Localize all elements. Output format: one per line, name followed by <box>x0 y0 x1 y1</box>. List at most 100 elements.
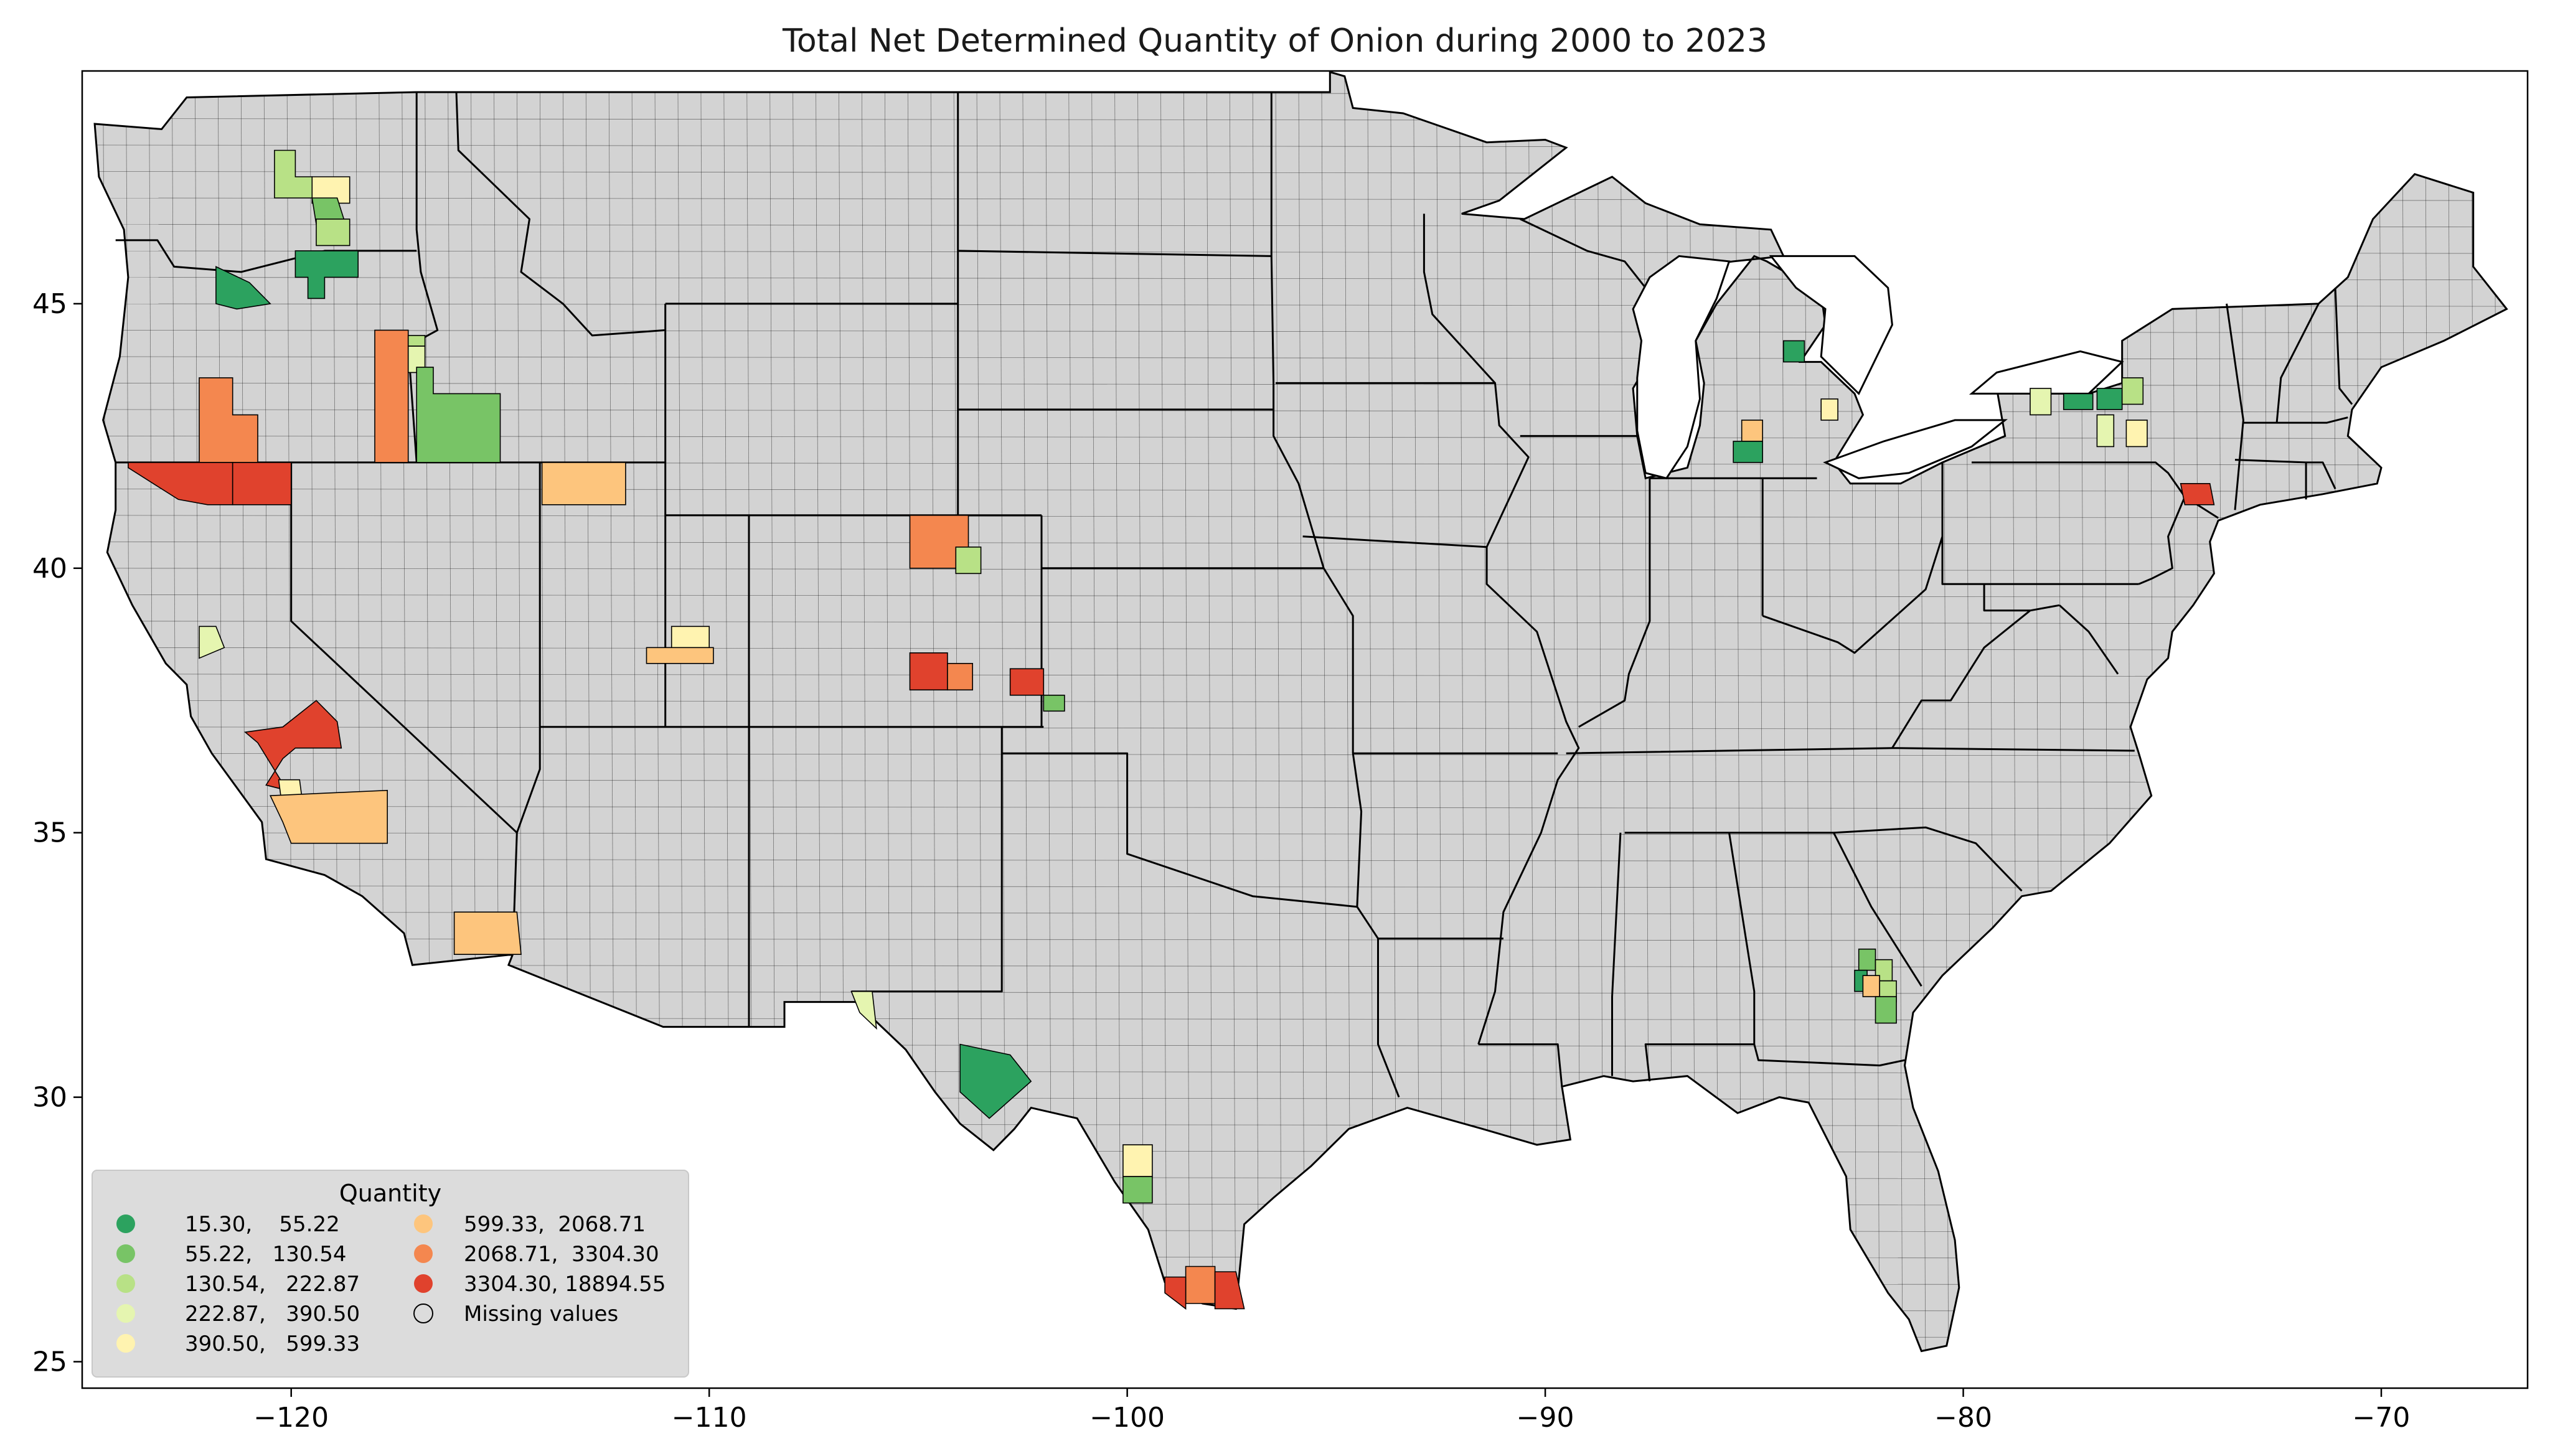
lake <box>1632 255 1731 480</box>
state-boundary <box>1578 478 1651 728</box>
legend-swatch <box>414 1274 433 1293</box>
y-tick-label: 45 <box>32 288 67 320</box>
legend-label: Missing values <box>464 1302 618 1327</box>
legend-label: 15.30, 55.22 <box>185 1212 340 1237</box>
county-region <box>1185 1266 1216 1304</box>
county-region <box>453 911 522 955</box>
county-region <box>1164 1276 1187 1310</box>
legend-swatch <box>414 1244 433 1263</box>
county-region <box>1009 668 1045 696</box>
state-boundary <box>2275 303 2320 423</box>
county-region <box>215 266 271 310</box>
map-layer <box>93 71 2508 1353</box>
x-tick-label: −90 <box>1517 1402 1574 1434</box>
county-region <box>2096 414 2115 448</box>
county-region <box>2180 482 2215 505</box>
legend-swatch <box>414 1214 433 1233</box>
legend-label: 55.22, 130.54 <box>185 1242 347 1267</box>
county-region <box>199 626 225 659</box>
state-boundary <box>2334 288 2353 405</box>
county-region <box>1875 996 1897 1024</box>
state-boundary <box>1941 462 2139 585</box>
state-boundary <box>957 250 1272 257</box>
legend-swatch <box>116 1304 135 1323</box>
legend-box <box>92 1170 689 1378</box>
county-region <box>1820 398 1838 421</box>
county-region <box>1783 340 1805 363</box>
county-region <box>244 700 342 791</box>
plot-frame <box>81 70 2529 1389</box>
county-region <box>850 990 877 1030</box>
county-region <box>1214 1271 1245 1310</box>
county-region <box>1858 948 1876 971</box>
county-region <box>269 789 388 844</box>
y-tick-label: 40 <box>32 553 67 585</box>
state-boundary <box>2243 416 2348 424</box>
x-axis: −120 −110 −100 −90 −80 −70 <box>253 1388 2410 1434</box>
county-region <box>374 329 409 463</box>
legend-title: Quantity <box>339 1180 441 1207</box>
county-region <box>1122 1144 1153 1177</box>
x-tick-label: −80 <box>1934 1402 1992 1434</box>
state-boundary <box>512 462 541 955</box>
state-boundary <box>290 462 518 834</box>
state-boundary <box>1983 584 2030 612</box>
county-region <box>2030 388 2052 416</box>
x-tick-label: −110 <box>672 1402 747 1434</box>
state-boundary <box>455 92 666 337</box>
county-region <box>2063 393 2094 410</box>
legend-swatch <box>413 1303 433 1323</box>
chart-title: Total Net Determined Quantity of Onion d… <box>783 22 1767 60</box>
county-region <box>311 176 351 204</box>
legend-swatch <box>116 1214 135 1233</box>
y-axis: 25 30 35 40 45 <box>32 288 82 1378</box>
county-region <box>1043 695 1065 712</box>
county-region <box>2125 420 2148 448</box>
county-region <box>1741 420 1763 442</box>
county-region <box>955 546 982 575</box>
y-tick-label: 35 <box>32 817 67 849</box>
county-region <box>646 647 714 664</box>
legend-label: 599.33, 2068.71 <box>464 1212 646 1237</box>
state-boundary <box>1611 832 1622 1076</box>
legend-label: 2068.71, 3304.30 <box>464 1242 659 1267</box>
legend-label: 390.50, 599.33 <box>185 1332 360 1356</box>
county-region <box>232 462 292 505</box>
y-tick-label: 25 <box>32 1346 67 1378</box>
county-region <box>407 335 426 347</box>
state-boundary <box>1520 218 1647 289</box>
county-region <box>1733 441 1763 463</box>
state-boundary <box>1478 1043 1563 1087</box>
x-tick-label: −120 <box>253 1402 329 1434</box>
state-boundary <box>1753 1044 1905 1067</box>
county-region <box>1862 975 1880 997</box>
legend-label: 130.54, 222.87 <box>185 1272 360 1297</box>
legend-swatch <box>116 1274 135 1293</box>
county-region <box>316 218 351 247</box>
county-region <box>909 652 948 691</box>
legend-label: 222.87, 390.50 <box>185 1302 360 1327</box>
state-boundary <box>2234 459 2336 489</box>
state-boundary <box>1624 826 2023 892</box>
state-boundary <box>1302 535 1487 548</box>
county-region <box>1122 1176 1153 1204</box>
state-boundary <box>1762 536 1944 654</box>
state-boundary <box>1972 461 2186 497</box>
lake <box>1823 419 2008 479</box>
state-boundary <box>1833 832 1922 987</box>
state-boundary <box>851 726 1003 993</box>
legend-swatch <box>116 1244 135 1263</box>
county-region <box>541 462 626 505</box>
state-boundary <box>1002 752 1358 908</box>
state-boundary <box>1891 604 2060 749</box>
legend-label: 3304.30, 18894.55 <box>464 1272 666 1297</box>
lake <box>1769 255 1893 395</box>
county-region <box>294 250 359 299</box>
state-boundary <box>2058 604 2119 675</box>
legend-swatch <box>116 1334 135 1353</box>
county-region <box>2096 388 2123 410</box>
x-tick-label: −100 <box>1089 1402 1165 1434</box>
county-region <box>416 367 501 463</box>
x-tick-label: −70 <box>2353 1402 2411 1434</box>
